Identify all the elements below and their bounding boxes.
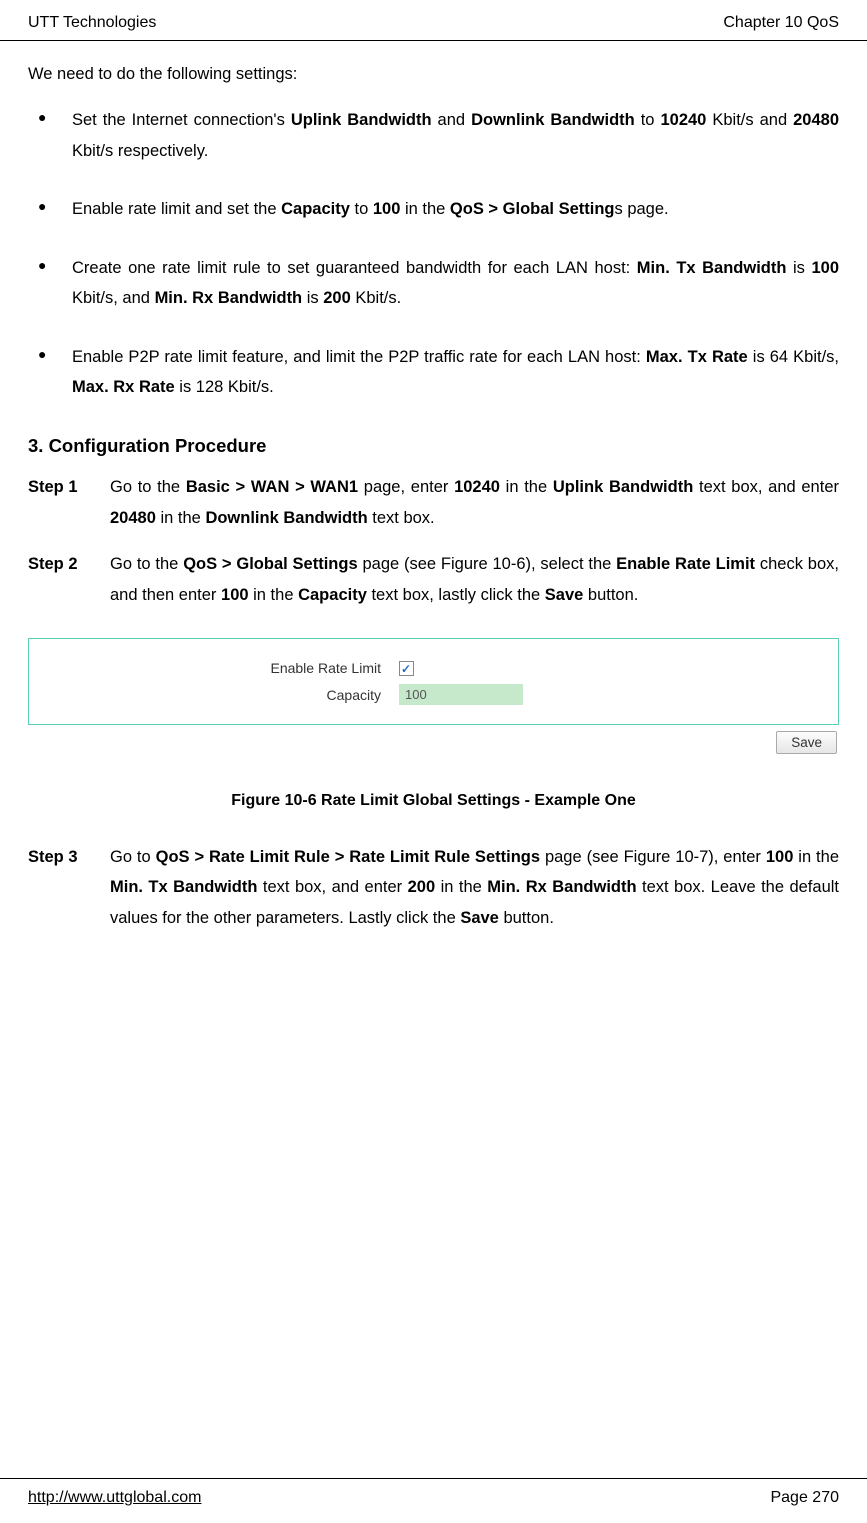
header-right: Chapter 10 QoS — [723, 10, 839, 36]
step-body: Go to the Basic > WAN > WAN1 page, enter… — [110, 472, 839, 533]
enable-rate-limit-label: Enable Rate Limit — [29, 657, 399, 679]
save-button-row: Save — [28, 731, 839, 754]
step-1: Step 1 Go to the Basic > WAN > WAN1 page… — [28, 472, 839, 533]
page-header: UTT Technologies Chapter 10 QoS — [0, 0, 867, 41]
bullet-item: Set the Internet connection's Uplink Ban… — [34, 105, 839, 166]
step-body: Go to QoS > Rate Limit Rule > Rate Limit… — [110, 842, 839, 934]
bullet-item: Enable P2P rate limit feature, and limit… — [34, 342, 839, 403]
footer-url[interactable]: http://www.uttglobal.com — [28, 1485, 201, 1511]
capacity-row: Capacity 100 — [29, 684, 838, 706]
bullet-item: Enable rate limit and set the Capacity t… — [34, 194, 839, 225]
step-2: Step 2 Go to the QoS > Global Settings p… — [28, 549, 839, 610]
enable-rate-limit-row: Enable Rate Limit — [29, 657, 838, 679]
footer-page-number: Page 270 — [770, 1485, 839, 1511]
page-content: We need to do the following settings: Se… — [0, 41, 867, 934]
step-label: Step 2 — [28, 549, 110, 610]
save-button[interactable]: Save — [776, 731, 837, 754]
intro-text: We need to do the following settings: — [28, 61, 839, 87]
capacity-label: Capacity — [29, 684, 399, 706]
step-label: Step 1 — [28, 472, 110, 533]
settings-panel: Enable Rate Limit Capacity 100 — [28, 638, 839, 725]
capacity-input[interactable]: 100 — [399, 684, 523, 705]
step-3: Step 3 Go to QoS > Rate Limit Rule > Rat… — [28, 842, 839, 934]
bullet-list: Set the Internet connection's Uplink Ban… — [28, 105, 839, 403]
bullet-item: Create one rate limit rule to set guaran… — [34, 253, 839, 314]
page-footer: http://www.uttglobal.com Page 270 — [0, 1478, 867, 1511]
figure-caption: Figure 10-6 Rate Limit Global Settings -… — [28, 788, 839, 814]
section-heading: 3. Configuration Procedure — [28, 431, 839, 461]
figure-10-6: Enable Rate Limit Capacity 100 Save Figu… — [28, 638, 839, 813]
enable-rate-limit-checkbox[interactable] — [399, 661, 414, 676]
capacity-field: 100 — [399, 684, 523, 705]
step-body: Go to the QoS > Global Settings page (se… — [110, 549, 839, 610]
enable-rate-limit-field — [399, 661, 414, 676]
step-label: Step 3 — [28, 842, 110, 934]
header-left: UTT Technologies — [28, 10, 156, 36]
